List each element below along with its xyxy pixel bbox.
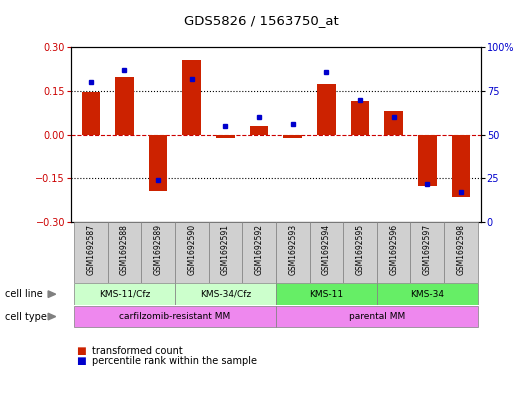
Bar <box>82 92 100 134</box>
Text: GSM1692598: GSM1692598 <box>457 224 465 275</box>
Bar <box>115 77 134 134</box>
Text: GSM1692593: GSM1692593 <box>288 224 297 275</box>
Text: GSM1692594: GSM1692594 <box>322 224 331 275</box>
Text: KMS-34: KMS-34 <box>411 290 445 299</box>
Text: KMS-11: KMS-11 <box>309 290 344 299</box>
Text: GSM1692588: GSM1692588 <box>120 224 129 275</box>
Text: GSM1692597: GSM1692597 <box>423 224 432 275</box>
Text: ■: ■ <box>76 346 86 356</box>
Bar <box>141 222 175 283</box>
Bar <box>175 222 209 283</box>
Bar <box>216 134 235 138</box>
Text: GDS5826 / 1563750_at: GDS5826 / 1563750_at <box>184 14 339 27</box>
Text: GSM1692591: GSM1692591 <box>221 224 230 275</box>
Bar <box>74 222 108 283</box>
Text: GSM1692596: GSM1692596 <box>389 224 398 275</box>
Bar <box>175 283 276 305</box>
Bar <box>452 134 470 197</box>
Text: GSM1692595: GSM1692595 <box>356 224 365 275</box>
Bar <box>384 111 403 134</box>
Bar <box>250 126 268 134</box>
Bar <box>351 101 369 134</box>
Text: GSM1692589: GSM1692589 <box>154 224 163 275</box>
Bar <box>276 222 310 283</box>
Text: cell line: cell line <box>5 289 43 299</box>
Bar <box>377 222 411 283</box>
Bar <box>377 283 478 305</box>
Bar <box>276 306 478 327</box>
Text: GSM1692587: GSM1692587 <box>86 224 95 275</box>
Bar <box>411 222 444 283</box>
Bar <box>108 222 141 283</box>
Bar <box>74 283 175 305</box>
Bar <box>343 222 377 283</box>
Text: cell type: cell type <box>5 312 47 321</box>
Bar <box>444 222 478 283</box>
Text: transformed count: transformed count <box>92 346 183 356</box>
Bar <box>418 134 437 185</box>
Bar <box>149 134 167 191</box>
Bar <box>310 222 343 283</box>
Bar <box>283 134 302 138</box>
Text: KMS-34/Cfz: KMS-34/Cfz <box>200 290 251 299</box>
Bar <box>74 306 276 327</box>
Bar <box>209 222 242 283</box>
Text: parental MM: parental MM <box>349 312 405 321</box>
Bar <box>242 222 276 283</box>
Text: GSM1692590: GSM1692590 <box>187 224 196 275</box>
Bar <box>183 60 201 134</box>
Text: carfilzomib-resistant MM: carfilzomib-resistant MM <box>119 312 231 321</box>
Bar <box>276 283 377 305</box>
Text: KMS-11/Cfz: KMS-11/Cfz <box>99 290 150 299</box>
Text: GSM1692592: GSM1692592 <box>255 224 264 275</box>
Text: ■: ■ <box>76 356 86 366</box>
Text: percentile rank within the sample: percentile rank within the sample <box>92 356 256 366</box>
Bar <box>317 84 336 134</box>
